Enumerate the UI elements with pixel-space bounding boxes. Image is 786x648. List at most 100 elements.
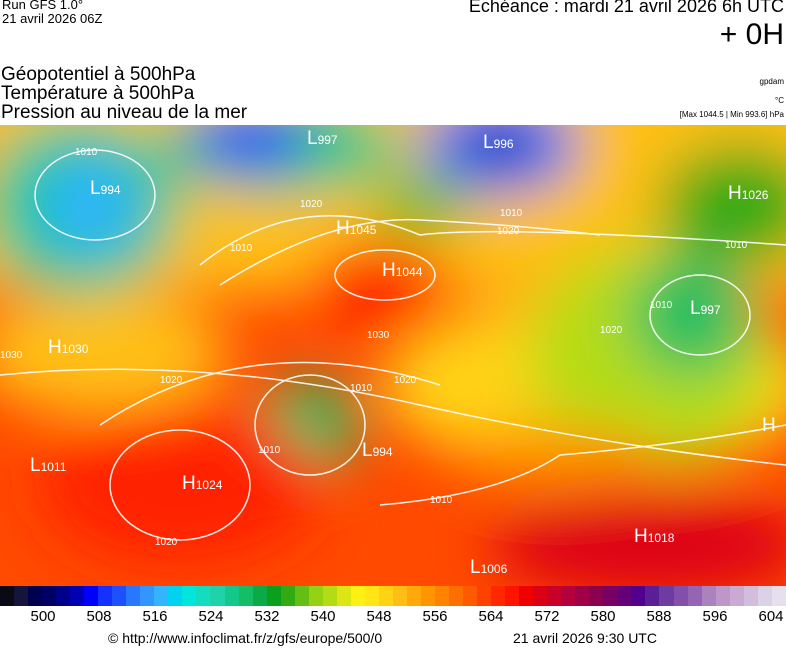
isobar-label: 1010 (500, 208, 523, 219)
colorbar-tick-label: 540 (310, 608, 336, 625)
isobar-label: 1010 (430, 495, 453, 506)
center-value: 996 (493, 137, 514, 151)
colorbar-swatch (491, 586, 506, 606)
low-pressure-center: L997 (307, 128, 338, 150)
isobar-label: 1010 (258, 445, 281, 456)
colorbar-swatch (771, 586, 786, 606)
source-url[interactable]: © http://www.infoclimat.fr/z/gfs/europe/… (108, 630, 383, 646)
center-type: L (307, 128, 318, 149)
colorbar-swatch (294, 586, 309, 606)
colorbar-swatch (350, 586, 365, 606)
center-type: H (382, 260, 396, 281)
colorbar-swatch (757, 586, 772, 606)
colorbar-tick-label: 548 (366, 608, 392, 625)
center-value: 997 (317, 133, 338, 147)
colorbar-swatch (575, 586, 590, 606)
isobar-label: 1030 (367, 330, 390, 341)
unit-celsius: °C (775, 96, 784, 105)
colorbar-swatch (140, 586, 155, 606)
colorbar-swatch (364, 586, 379, 606)
isobar-label: 1010 (230, 243, 253, 254)
center-value: 1026 (741, 188, 769, 202)
colorbar-swatch (729, 586, 744, 606)
colorbar-swatch (519, 586, 534, 606)
colorbar-swatch (659, 586, 674, 606)
colorbar-swatch (617, 586, 632, 606)
colorbar-swatch (603, 586, 618, 606)
colorbar-swatch (70, 586, 85, 606)
colorbar-tick-label: 588 (646, 608, 672, 625)
lead-time: + 0H (719, 18, 784, 51)
center-type: H (182, 473, 196, 494)
center-value: 1030 (61, 342, 89, 356)
colorbar-tick-label: 604 (758, 608, 784, 625)
colorbar-swatch (406, 586, 421, 606)
colorbar-swatch (308, 586, 323, 606)
colorbar-swatch (196, 586, 211, 606)
colorbar-swatch (701, 586, 716, 606)
colorbar-swatch (280, 586, 295, 606)
low-pressure-center: L1006 (470, 557, 507, 579)
generated-time: 21 avril 2026 9:30 UTC (513, 630, 657, 646)
colorbar-tick-label: 572 (534, 608, 560, 625)
colorbar-swatch (715, 586, 730, 606)
colorbar-swatch (547, 586, 562, 606)
pressure-range: [Max 1044.5 | Min 993.6] hPa (679, 110, 784, 119)
low-pressure-center: L996 (483, 132, 514, 154)
colorbar-swatch (266, 586, 281, 606)
map-field (0, 65, 786, 595)
high-pressure-center: H1045 (336, 218, 376, 240)
colorbar-swatch (224, 586, 239, 606)
colorbar-tick-label: 532 (254, 608, 280, 625)
center-type: H (762, 415, 776, 436)
colorbar-swatch (42, 586, 57, 606)
colorbar-swatch (378, 586, 393, 606)
low-pressure-center: L994 (90, 178, 121, 200)
colorbar-swatch (322, 586, 337, 606)
center-value: 1018 (647, 531, 675, 545)
colorbar-swatch (589, 586, 604, 606)
center-value: 994 (100, 183, 121, 197)
colorbar-tick-label: 596 (702, 608, 728, 625)
center-type: H (728, 183, 742, 204)
isobar-label: 1010 (350, 383, 373, 394)
center-type: L (690, 298, 701, 319)
low-pressure-center: L1011 (30, 455, 66, 477)
center-value: 994 (372, 445, 393, 459)
center-value: 1024 (195, 478, 223, 492)
isobar-label: 1020 (497, 226, 520, 237)
run-label: Run GFS 1.0° (2, 0, 84, 12)
center-type: H (634, 526, 648, 547)
colorbar-swatch (168, 586, 183, 606)
colorbar-swatch (687, 586, 702, 606)
high-pressure-center: H1024 (182, 473, 222, 495)
title-geopotential: Géopotentiel à 500hPa (1, 64, 196, 85)
high-pressure-center: H1026 (728, 183, 768, 205)
colorbar-swatch (673, 586, 688, 606)
colorbar-swatch (112, 586, 127, 606)
low-pressure-center: L994 (362, 440, 393, 462)
isobar-label: 1010 (725, 240, 748, 251)
title-temperature: Température à 500hPa (1, 83, 195, 104)
center-type: L (470, 557, 481, 578)
colorbar-swatch (631, 586, 646, 606)
valid-time: Echéance : mardi 21 avril 2026 6h UTC (468, 0, 784, 16)
colorbar-swatch (252, 586, 267, 606)
colorbar (0, 586, 786, 606)
colorbar-swatch (154, 586, 169, 606)
isobar-label: 1020 (160, 375, 183, 386)
colorbar-swatch (434, 586, 449, 606)
center-type: H (336, 218, 350, 239)
isobar-label: 1010 (650, 300, 673, 311)
colorbar-swatch (98, 586, 113, 606)
colorbar-tick-label: 564 (478, 608, 504, 625)
colorbar-swatch (449, 586, 464, 606)
run-date: 21 avril 2026 06Z (2, 11, 103, 26)
high-pressure-center: H1044 (382, 260, 422, 282)
isobar-label: 1020 (600, 325, 623, 336)
colorbar-swatch (84, 586, 99, 606)
center-value: 1011 (40, 460, 67, 474)
colorbar-swatch (561, 586, 576, 606)
colorbar-swatch (533, 586, 548, 606)
isobar-label: 1020 (155, 537, 178, 548)
